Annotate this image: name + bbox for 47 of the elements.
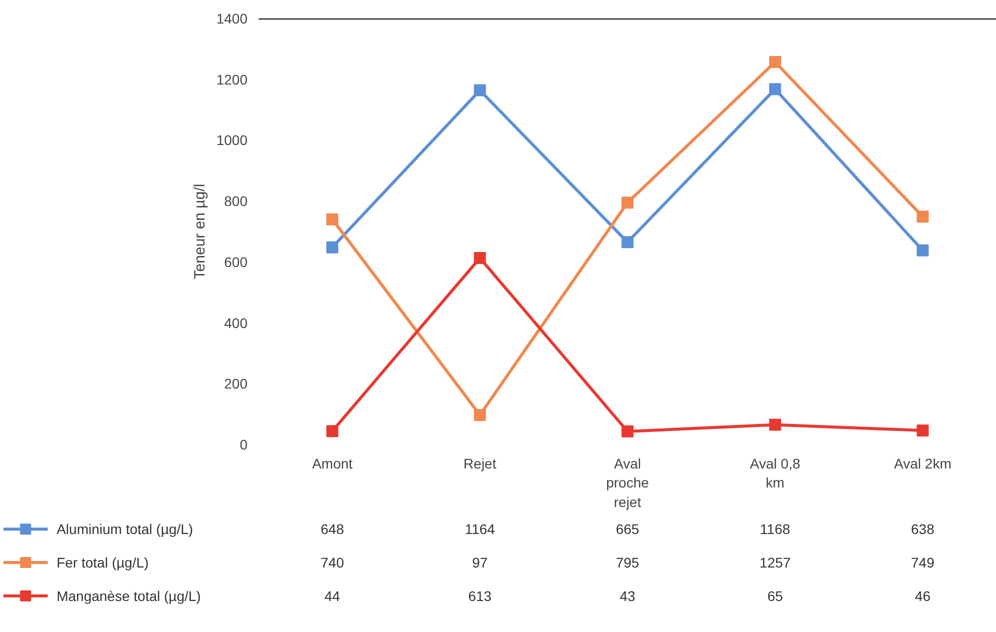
data-label: 43 (620, 588, 636, 604)
point (474, 252, 486, 264)
data-label: 1257 (760, 554, 791, 570)
point (769, 418, 782, 431)
point (326, 213, 338, 226)
point (769, 56, 782, 68)
data-label: 648 (320, 521, 344, 538)
data-label: 1168 (760, 521, 790, 538)
point (622, 236, 634, 248)
y-tick-label: 400 (224, 314, 248, 331)
point (474, 84, 486, 96)
y-tick-label: 1000 (216, 132, 248, 148)
legend-label: Fer total (µg/L) (56, 554, 149, 570)
x-tick-label: Amont (312, 456, 353, 472)
data-label: 1164 (464, 521, 496, 538)
y-tick-label: 800 (224, 193, 248, 210)
point (916, 424, 929, 437)
point (474, 408, 486, 421)
data-label: 44 (324, 588, 340, 604)
point (622, 196, 634, 209)
x-tick-label: Aval 2km (894, 456, 952, 472)
point (622, 425, 634, 438)
x-tick-label: Rejet (464, 456, 496, 472)
y-tick-label: 1200 (216, 71, 248, 88)
legend-label: Aluminium total (µg/L) (56, 521, 194, 538)
y-tick-label: 600 (224, 254, 248, 270)
data-label: 65 (767, 588, 784, 604)
legend-label: Manganèse total (µg/L) (56, 588, 201, 604)
point (916, 244, 929, 256)
y-tick-label: 1400 (216, 10, 248, 26)
data-label: 665 (616, 521, 640, 538)
data-label: 740 (320, 554, 344, 570)
point (916, 210, 929, 223)
y-axis-title: Teneur en µg/l (191, 184, 208, 280)
data-label: 638 (911, 521, 935, 538)
point (326, 425, 338, 438)
data-label: 613 (468, 588, 492, 604)
y-tick-label: 0 (240, 436, 248, 452)
data-label: 749 (911, 554, 935, 570)
data-label: 795 (616, 554, 640, 570)
data-label: 97 (472, 554, 488, 570)
data-label: 46 (914, 588, 931, 604)
point (326, 241, 338, 254)
y-tick-label: 200 (224, 376, 248, 392)
point (769, 83, 782, 96)
x-tick-label: Aval 0,8 km (750, 456, 800, 491)
x-tick-label: Aval proche rejet (606, 456, 650, 510)
